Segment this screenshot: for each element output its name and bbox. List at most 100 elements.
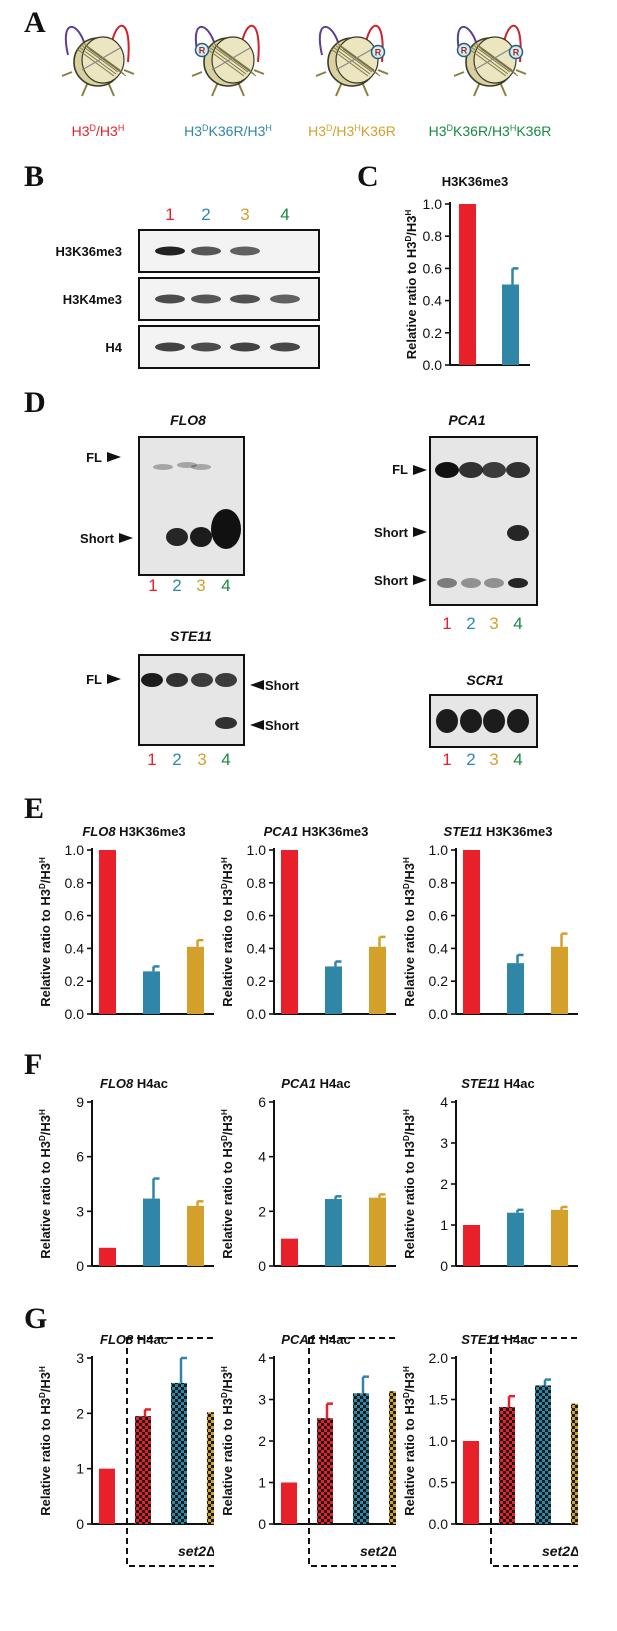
y-tick-label: 0.0 <box>429 1006 449 1022</box>
lane-number-3: 3 <box>489 750 498 769</box>
blot-band <box>155 342 185 352</box>
y-tick-label: 3 <box>76 1203 84 1219</box>
arrow-right-icon <box>107 674 121 684</box>
bar-2 <box>502 284 519 365</box>
dna-wrap <box>80 44 119 73</box>
lane-number-1: 1 <box>147 750 156 769</box>
blot-ste11 <box>138 654 245 746</box>
other-tails <box>453 69 527 97</box>
lane-number-4: 4 <box>513 614 522 633</box>
bar-1 <box>499 1406 515 1524</box>
k36r-marker-text: R <box>461 46 468 56</box>
blot-band <box>270 294 300 304</box>
lane-number-2: 2 <box>466 614 475 633</box>
lane-number-1: 1 <box>165 205 174 224</box>
y-tick-label: 3 <box>258 1392 266 1408</box>
rna-band <box>461 578 481 588</box>
y-tick-label: 0.6 <box>429 908 449 924</box>
rna-band <box>177 462 197 468</box>
chart-e-ste11-h3k36me3: STE11 H3K36me3 Relative ratio to H3D/H3H 0… <box>402 824 578 1022</box>
rna-band <box>211 509 241 549</box>
bar-3 <box>369 1197 386 1266</box>
k36r-marker-right <box>370 44 386 60</box>
set2-delta-box <box>126 1337 214 1567</box>
y-tick-label: 1 <box>76 1461 84 1477</box>
blot-band <box>230 294 260 304</box>
bar-1 <box>463 1225 480 1266</box>
k36r-marker-left <box>194 42 210 58</box>
nucleosome-3: R <box>315 24 389 97</box>
label-short: Short <box>374 525 409 540</box>
genotype-label-3: H3D/H3HK36R <box>308 123 396 139</box>
panel-label-d: D <box>24 386 46 419</box>
y-tick-label: 4 <box>258 1149 266 1165</box>
rna-band <box>141 673 163 687</box>
y-axis-label: Relative ratio to H3D/H3H <box>38 857 53 1007</box>
y-axis-label: Relative ratio to H3D/H3H <box>38 1366 53 1516</box>
bar-3 <box>187 1205 204 1266</box>
lane-number-1: 1 <box>442 614 451 633</box>
blot-band <box>155 294 185 304</box>
y-tick-label: 0.8 <box>429 875 449 891</box>
label-short: Short <box>265 718 300 733</box>
rna-band <box>459 462 483 478</box>
histone-face <box>81 36 125 84</box>
blot-row-label: H4 <box>105 340 122 355</box>
y-tick-label: 0.4 <box>247 940 267 956</box>
y-tick-label: 1.0 <box>423 196 443 212</box>
bar-3 <box>187 946 204 1014</box>
panel-label-b: B <box>24 160 45 193</box>
y-tick-label: 2 <box>258 1203 266 1219</box>
y-tick-label: 0.2 <box>429 973 449 989</box>
chart-title: PCA1 H3K36me3 <box>264 824 369 839</box>
rna-band <box>508 578 528 588</box>
bar-1 <box>317 1418 333 1524</box>
y-tick-label: 0.4 <box>423 293 443 309</box>
y-tick-label: 9 <box>76 1094 84 1110</box>
lane-number-4: 4 <box>280 205 289 224</box>
y-axis-label: Relative ratio to H3D/H3H <box>220 1109 235 1259</box>
y-tick-label: 0.4 <box>429 940 449 956</box>
panel-label-a: A <box>24 6 46 39</box>
y-tick-label: 0 <box>76 1258 84 1274</box>
y-tick-label: 3 <box>76 1350 84 1366</box>
blot-band <box>270 342 300 352</box>
histone-face <box>211 36 255 84</box>
lane-number-4: 4 <box>513 750 522 769</box>
rna-band <box>507 709 529 733</box>
bar-1 <box>459 204 476 365</box>
k36r-marker-text: R <box>199 46 206 56</box>
lane-number-1: 1 <box>442 750 451 769</box>
dyad-line <box>81 47 121 71</box>
h3-tail-d <box>64 25 85 56</box>
y-tick-label: 0 <box>440 1258 448 1274</box>
rna-band <box>506 462 530 478</box>
y-axis-label: Relative ratio to H3D/H3H <box>402 1109 417 1259</box>
arrow-left-icon <box>250 680 264 690</box>
dna-wrap <box>218 48 257 77</box>
bar-3 <box>207 1412 214 1524</box>
bar-1 <box>99 850 116 1014</box>
y-axis-label: Relative ratio to H3D/H3H <box>38 1109 53 1259</box>
chart-g-ste11-h4ac: STE11 H4ac Relative ratio to H3D/H3H 0.0 0.… <box>402 1332 578 1567</box>
bar-2 <box>325 966 342 1014</box>
bar-2 <box>143 1198 160 1266</box>
chart-title: H3K36me3 <box>442 174 509 189</box>
y-tick-label: 1.0 <box>429 1433 449 1449</box>
y-tick-label: 0.8 <box>65 875 85 891</box>
bar-3 <box>571 1403 578 1524</box>
set2-delta-box <box>308 1337 396 1567</box>
bar-2 <box>535 1385 551 1524</box>
set2-delta-box <box>490 1337 578 1567</box>
chart-title: STE11 H4ac <box>461 1076 534 1091</box>
rna-band <box>460 709 482 733</box>
dyad-line <box>335 47 375 71</box>
label-short: Short <box>374 573 409 588</box>
y-tick-label: 0.2 <box>65 973 85 989</box>
lane-number-3: 3 <box>196 576 205 595</box>
bar-2 <box>507 963 524 1014</box>
blot-band <box>230 342 260 352</box>
blot-title-pca1: PCA1 <box>448 412 486 428</box>
